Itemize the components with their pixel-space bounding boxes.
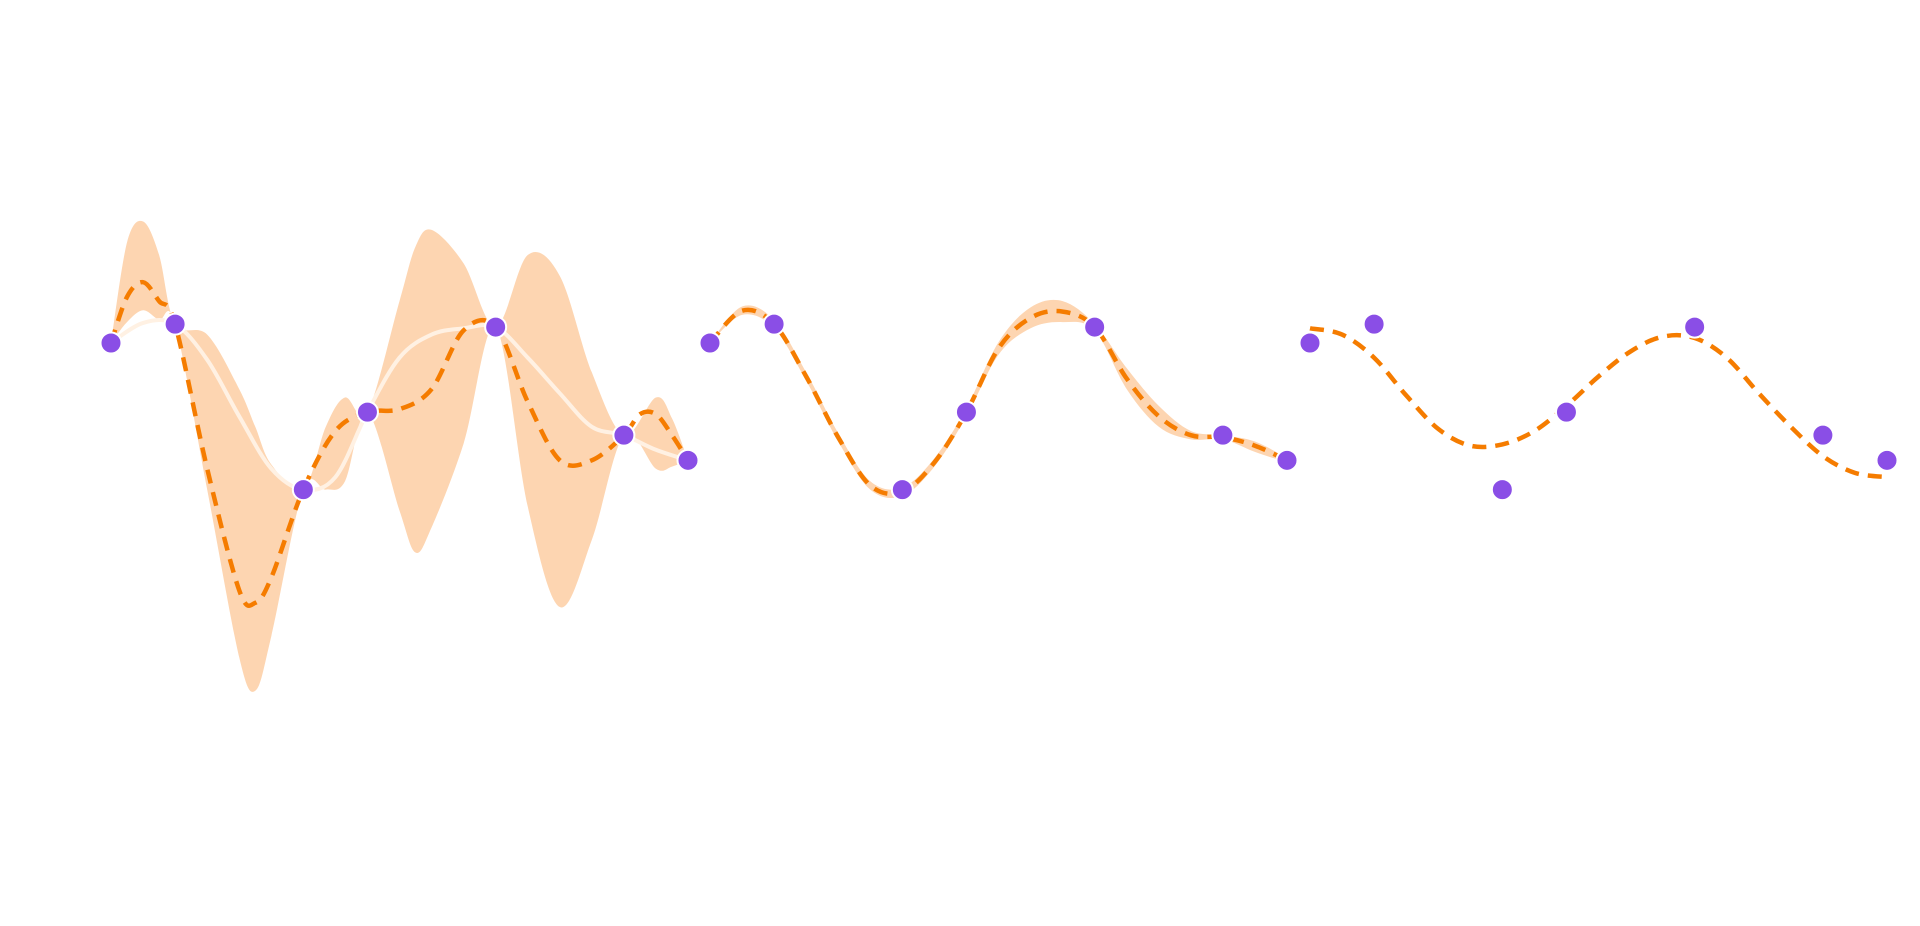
data-point xyxy=(163,312,187,336)
data-point xyxy=(1362,312,1386,336)
data-point xyxy=(1554,400,1578,424)
data-point xyxy=(99,331,123,355)
mean-line xyxy=(109,318,690,493)
data-point xyxy=(612,423,636,447)
confidence-band xyxy=(111,220,688,692)
data-point xyxy=(1083,315,1107,339)
data-point xyxy=(1211,423,1235,447)
data-point xyxy=(355,400,379,424)
data-point xyxy=(698,331,722,355)
confidence-band xyxy=(710,299,1287,499)
dashed-fit-line xyxy=(708,307,1288,497)
data-point xyxy=(1275,448,1299,472)
data-point xyxy=(954,400,978,424)
data-point xyxy=(1875,448,1899,472)
middle-panel xyxy=(698,299,1299,502)
left-panel xyxy=(99,220,700,692)
data-point xyxy=(676,448,700,472)
data-point xyxy=(291,478,315,502)
data-point xyxy=(1811,423,1835,447)
data-point xyxy=(890,478,914,502)
dashed-fit-line xyxy=(1309,326,1888,480)
data-point xyxy=(1683,315,1707,339)
data-point xyxy=(484,315,508,339)
data-point xyxy=(1298,331,1322,355)
right-panel xyxy=(1298,312,1899,502)
data-point xyxy=(762,312,786,336)
data-point xyxy=(1490,478,1514,502)
